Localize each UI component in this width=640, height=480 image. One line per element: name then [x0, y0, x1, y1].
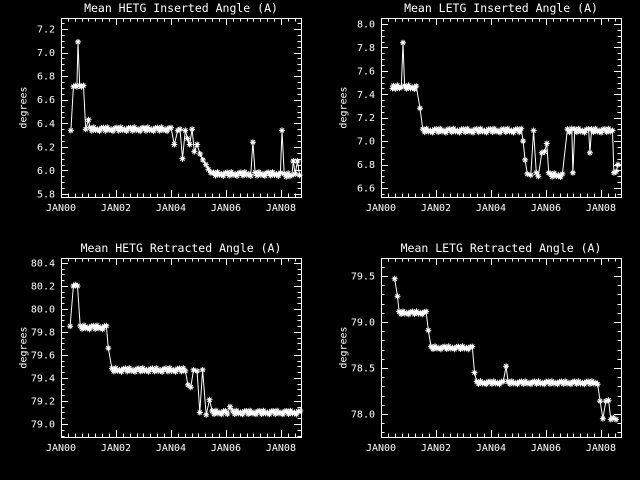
svg-text:80.4: 80.4: [31, 258, 55, 269]
panel-hetg-inserted: Mean HETG Inserted Angle (A) degrees JAN…: [0, 0, 320, 240]
svg-text:79.0: 79.0: [31, 420, 55, 431]
svg-text:78.5: 78.5: [351, 364, 375, 375]
panel-letg-retracted: Mean LETG Retracted Angle (A) degrees JA…: [320, 240, 640, 480]
svg-text:JAN04: JAN04: [156, 443, 186, 454]
svg-text:JAN06: JAN06: [531, 203, 561, 214]
svg-text:JAN00: JAN00: [46, 443, 76, 454]
chart-title-hetg-retracted: Mean HETG Retracted Angle (A): [80, 241, 282, 255]
svg-text:JAN04: JAN04: [156, 203, 186, 214]
svg-text:6.6: 6.6: [37, 95, 55, 106]
svg-text:79.2: 79.2: [31, 396, 55, 407]
svg-text:6.8: 6.8: [357, 160, 375, 171]
svg-text:JAN06: JAN06: [211, 203, 241, 214]
svg-text:7.2: 7.2: [357, 113, 375, 124]
panel-letg-inserted: Mean LETG Inserted Angle (A) degrees JAN…: [320, 0, 640, 240]
svg-text:7.2: 7.2: [37, 24, 55, 35]
svg-text:JAN04: JAN04: [476, 443, 506, 454]
svg-text:JAN06: JAN06: [211, 443, 241, 454]
svg-text:JAN02: JAN02: [421, 443, 451, 454]
chart-title-letg-inserted: Mean LETG Inserted Angle (A): [404, 1, 598, 15]
chart-canvas-letg-retracted: JAN00 JAN02 JAN04 JAN06 JAN08 78.0 78.5 79.0 79.…: [351, 258, 622, 454]
svg-text:79.0: 79.0: [351, 318, 375, 329]
svg-text:79.4: 79.4: [31, 373, 55, 384]
svg-text:JAN02: JAN02: [101, 203, 131, 214]
svg-text:JAN08: JAN08: [586, 443, 616, 454]
svg-text:6.8: 6.8: [37, 72, 55, 83]
svg-text:JAN04: JAN04: [476, 203, 506, 214]
chart-canvas-hetg-retracted: JAN00 JAN02 JAN04 JAN06 JAN08 79.0 79.2 79.4 79.…: [31, 258, 304, 454]
svg-text:JAN08: JAN08: [266, 203, 296, 214]
chart-title-letg-retracted: Mean LETG Retracted Angle (A): [400, 241, 602, 255]
svg-text:6.6: 6.6: [357, 183, 375, 194]
svg-text:7.0: 7.0: [37, 48, 55, 59]
svg-text:JAN02: JAN02: [101, 443, 131, 454]
svg-text:JAN00: JAN00: [366, 443, 396, 454]
svg-text:7.8: 7.8: [357, 43, 375, 54]
chart-canvas-hetg-inserted: JAN00 JAN02 JAN04 JAN06 JAN08 5.8 6.0 6.2 6.4 6.6…: [37, 18, 303, 214]
svg-text:78.0: 78.0: [351, 410, 375, 421]
svg-text:6.4: 6.4: [37, 119, 55, 130]
svg-text:JAN08: JAN08: [586, 203, 616, 214]
svg-text:8.0: 8.0: [357, 19, 375, 30]
svg-text:JAN08: JAN08: [266, 443, 296, 454]
svg-text:JAN06: JAN06: [531, 443, 561, 454]
svg-text:80.0: 80.0: [31, 304, 55, 315]
panel-hetg-retracted: Mean HETG Retracted Angle (A) degrees JA…: [0, 240, 320, 480]
svg-text:7.4: 7.4: [357, 90, 375, 101]
svg-text:JAN02: JAN02: [421, 203, 451, 214]
svg-text:80.2: 80.2: [31, 281, 55, 292]
svg-text:5.8: 5.8: [37, 190, 55, 201]
svg-text:79.6: 79.6: [31, 350, 55, 361]
svg-text:6.2: 6.2: [37, 142, 55, 153]
chart-canvas-letg-inserted: JAN00 JAN02 JAN04 JAN06 JAN08 6.6 6.8 7.0 7.2 7.4…: [357, 18, 622, 214]
svg-text:7.6: 7.6: [357, 66, 375, 77]
svg-text:6.0: 6.0: [37, 166, 55, 177]
svg-text:7.0: 7.0: [357, 137, 375, 148]
svg-text:JAN00: JAN00: [46, 203, 76, 214]
svg-text:JAN00: JAN00: [366, 203, 396, 214]
chart-title-hetg-inserted: Mean HETG Inserted Angle (A): [84, 1, 278, 15]
svg-text:79.5: 79.5: [351, 272, 375, 283]
svg-text:79.8: 79.8: [31, 327, 55, 338]
